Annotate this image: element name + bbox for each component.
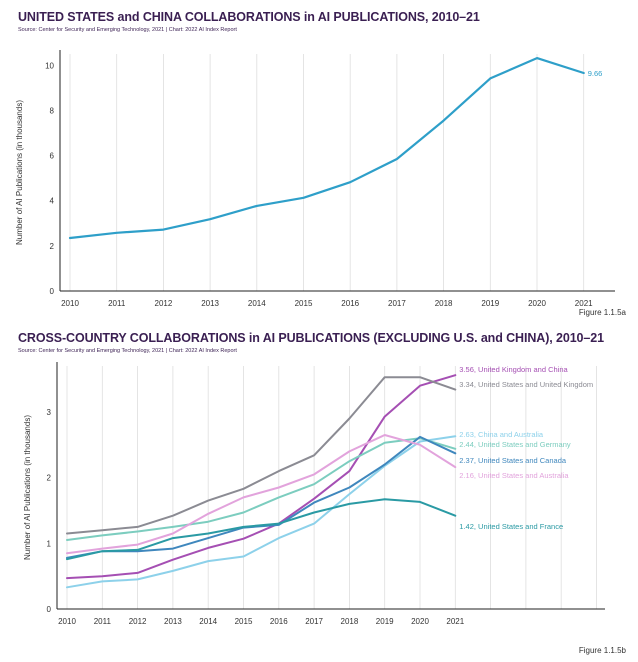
x-tick-label: 2012 [155, 299, 173, 308]
x-tick-label: 2020 [528, 299, 546, 308]
x-tick-label: 2013 [201, 299, 219, 308]
y-tick-label: 3 [47, 408, 52, 417]
x-tick-label: 2018 [341, 617, 359, 626]
x-tick-label: 2010 [61, 299, 79, 308]
x-tick-label: 2016 [341, 299, 359, 308]
chart1-title: UNITED STATES and CHINA COLLABORATIONS i… [18, 10, 480, 24]
chart2-figure-label: Figure 1.1.5b [578, 646, 626, 655]
y-axis-label: Number of AI Publications (in thousands) [23, 415, 32, 560]
series-end-label: 2.63, China and Australia [459, 430, 544, 439]
series-line [66, 437, 457, 541]
x-tick-label: 2014 [199, 617, 217, 626]
series-line [66, 376, 457, 535]
x-tick-label: 2019 [481, 299, 499, 308]
series-end-label: 9.66 [588, 69, 603, 78]
x-tick-label: 2016 [270, 617, 288, 626]
x-tick-label: 2014 [248, 299, 266, 308]
y-tick-label: 4 [50, 197, 55, 206]
series-line [68, 57, 585, 240]
x-tick-label: 2019 [376, 617, 394, 626]
y-tick-label: 6 [50, 152, 55, 161]
y-tick-label: 2 [50, 242, 55, 251]
series-end-label: 2.44, United States and Germany [459, 440, 571, 449]
x-tick-label: 2012 [129, 617, 147, 626]
series-line [66, 434, 457, 555]
chart2-plot: 0 1 2 3 2010 2011 2012 2013 2014 2015 2016 2017 2018… [23, 362, 605, 626]
x-tick-label: 2021 [575, 299, 593, 308]
series-end-label: 1.42, United States and France [459, 522, 563, 531]
x-tick-label: 2010 [58, 617, 76, 626]
y-tick-label: 10 [45, 61, 54, 70]
y-tick-label: 0 [50, 287, 55, 296]
y-axis-label: Number of AI Publications (in thousands) [15, 100, 24, 245]
series-end-label: 3.34, United States and United Kingdom [459, 380, 593, 389]
y-tick-label: 8 [50, 106, 55, 115]
y-tick-label: 2 [47, 474, 52, 483]
x-tick-label: 2013 [164, 617, 182, 626]
y-tick-label: 0 [47, 605, 52, 614]
x-tick-label: 2015 [235, 617, 253, 626]
series-end-label: 2.37, United States and Canada [459, 456, 567, 465]
x-tick-label: 2017 [305, 617, 323, 626]
chart1-figure-label: Figure 1.1.5a [578, 308, 626, 317]
series-line [66, 374, 457, 580]
series-line [66, 498, 457, 561]
chart1-plot: 0 2 4 6 8 10 2010 2011 2012 2013 2014 2015 2016 2017 2… [15, 50, 615, 308]
x-tick-label: 2017 [388, 299, 406, 308]
x-tick-label: 2011 [108, 299, 126, 308]
chart2-title: CROSS-COUNTRY COLLABORATIONS in AI PUBLI… [18, 331, 604, 345]
x-tick-label: 2011 [94, 617, 112, 626]
x-tick-label: 2021 [446, 617, 464, 626]
chart1-source: Source: Center for Security and Emerging… [18, 27, 237, 33]
y-tick-label: 1 [47, 539, 52, 548]
series-line [66, 435, 457, 589]
series-end-label: 3.56, United Kingdom and China [459, 365, 568, 374]
chart2-source: Source: Center for Security and Emerging… [18, 348, 237, 354]
series-end-label: 2.16, United States and Australia [459, 471, 569, 480]
x-tick-label: 2018 [435, 299, 453, 308]
x-tick-label: 2015 [295, 299, 313, 308]
x-tick-label: 2020 [411, 617, 429, 626]
series-line [66, 435, 457, 559]
